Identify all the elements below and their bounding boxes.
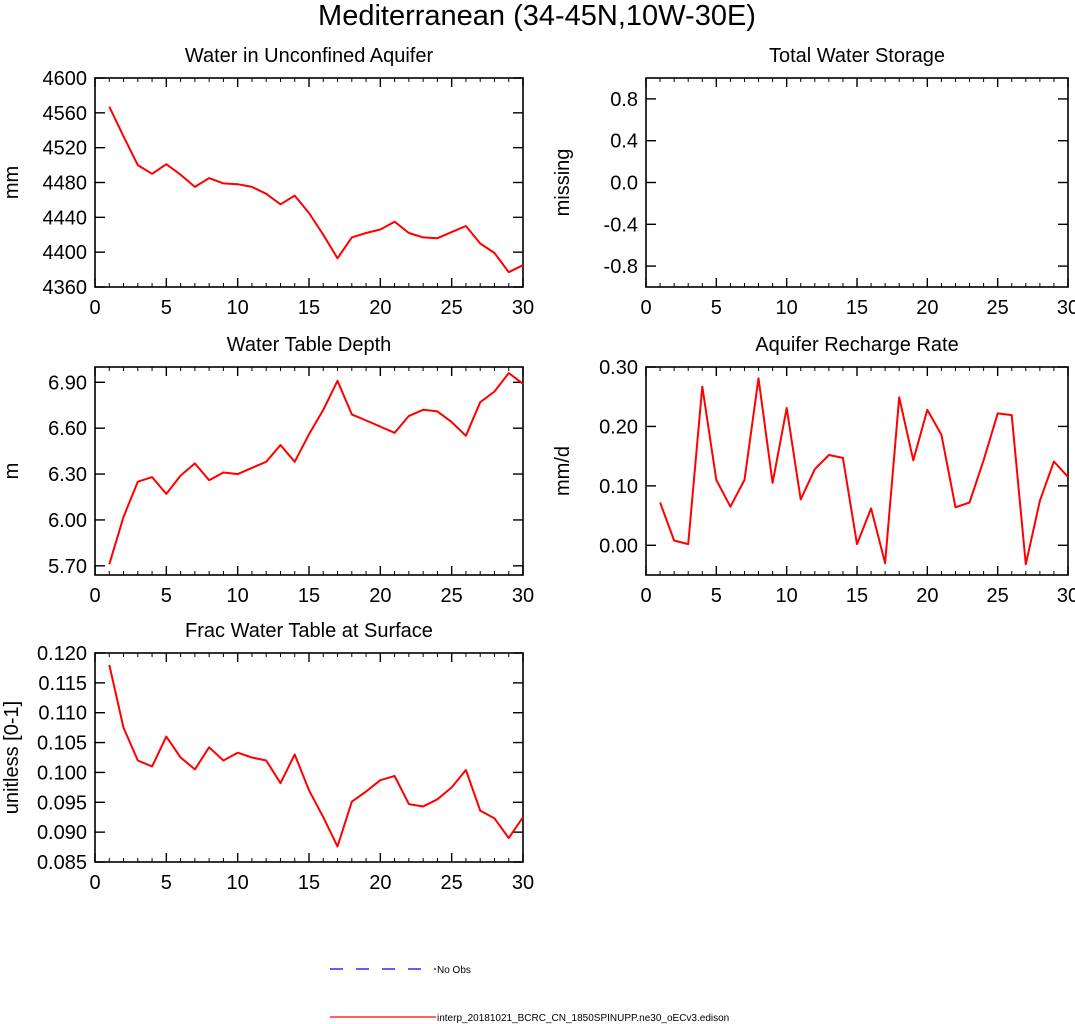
y-tick-label: 0.120 [37,643,87,665]
x-tick-label: 5 [711,585,722,607]
x-tick-label: 30 [512,585,534,607]
x-tick-label: 30 [1057,297,1075,319]
y-tick-label: 6.30 [48,464,87,486]
plot-frame [94,652,524,863]
series-line [109,665,523,847]
x-tick-label: 15 [846,297,868,319]
legend: No Obs interp_20181021_BCRC_CN_1850SPINU… [330,965,729,1024]
x-tick-label: 30 [512,297,534,319]
y-tick-label: 6.00 [48,510,87,532]
x-tick-label: 20 [369,297,391,319]
plot-frame [94,77,524,288]
x-tick-label: 15 [298,872,320,894]
y-tick-label: -0.8 [604,256,638,278]
x-tick-label: 25 [441,872,463,894]
x-tick-label: 10 [227,872,249,894]
y-tick-label: 0.00 [599,535,638,557]
x-tick-label: 10 [776,585,798,607]
x-tick-label: 20 [369,872,391,894]
y-tick-label: 4600 [43,68,88,90]
y-tick-label: 5.70 [48,556,87,578]
figure-title: Mediterranean (34-45N,10W-30E) [318,0,756,32]
y-tick-label: 0.30 [599,357,638,379]
x-tick-label: 10 [227,585,249,607]
series-line [109,373,523,564]
panel-unconfined: Water in Unconfined Aquifer mm 0 5 10 15 20 25 3… [1,45,534,319]
panel-title: Frac Water Table at Surface [185,620,433,642]
panel-wtd: Water Table Depth m 0 5 10 15 20 25 30 5.70 6.00 6.… [1,334,534,607]
y-axis-label: mm/d [552,446,574,496]
y-tick-label: 4560 [43,103,88,125]
y-tick-label: 0.0 [610,173,638,195]
y-tick-label: 4480 [43,173,88,195]
y-tick-label: 6.90 [48,372,87,394]
panel-title: Total Water Storage [769,45,945,67]
x-tick-label: 30 [512,872,534,894]
series-line [109,107,523,273]
x-tick-label: 5 [161,297,172,319]
x-tick-label: 15 [846,585,868,607]
x-tick-label: 20 [916,585,938,607]
plot-frame [94,366,524,576]
y-tick-label: 4360 [43,277,88,299]
y-axis-label: unitless [0-1] [1,701,23,814]
y-tick-label: 6.60 [48,418,87,440]
panel-title: Aquifer Recharge Rate [755,334,958,356]
x-tick-label: 30 [1057,585,1075,607]
y-tick-label: 0.10 [599,476,638,498]
y-axis-label: mm [1,166,23,199]
x-tick-label: 15 [298,585,320,607]
x-tick-label: 0 [640,585,651,607]
y-tick-label: 4400 [43,242,88,264]
x-tick-label: 0 [89,585,100,607]
panel-tws: Total Water Storage missing 0 5 10 15 20 25 30 -0… [552,45,1075,319]
y-tick-label: 0.090 [37,822,87,844]
x-tick-label: 15 [298,297,320,319]
x-tick-label: 25 [441,297,463,319]
plot-frame [645,77,1069,288]
panel-title: Water Table Depth [227,334,392,356]
y-tick-label: 0.4 [610,131,638,153]
x-tick-label: 10 [227,297,249,319]
x-tick-label: 25 [441,585,463,607]
y-tick-label: 0.095 [37,792,87,814]
y-tick-label: 0.105 [37,733,87,755]
panel-fracwt: Frac Water Table at Surface unitless [0-1… [1,620,534,894]
y-tick-label: 0.115 [38,673,87,695]
y-tick-label: 4440 [43,207,88,229]
x-tick-label: 0 [640,297,651,319]
y-tick-label: 0.100 [37,762,87,784]
panel-recharge: Aquifer Recharge Rate mm/d 0 5 10 15 20 25 30 0.0… [552,334,1075,607]
legend-obs-label: No Obs [437,965,471,976]
y-tick-label: 0.8 [610,89,638,111]
x-tick-label: 5 [711,297,722,319]
y-tick-label: -0.4 [604,214,638,236]
x-tick-label: 20 [916,297,938,319]
legend-model-label: interp_20181021_BCRC_CN_1850SPINUPP.ne30… [437,1013,729,1024]
x-tick-label: 10 [776,297,798,319]
y-axis-label: missing [552,149,574,217]
y-axis-label: m [1,463,23,480]
y-tick-label: 0.085 [37,852,87,874]
y-tick-label: 4520 [43,138,88,160]
x-tick-label: 0 [89,297,100,319]
y-tick-label: 0.110 [38,703,87,725]
x-tick-label: 25 [987,585,1009,607]
x-tick-label: 5 [161,585,172,607]
x-tick-label: 0 [89,872,100,894]
panel-title: Water in Unconfined Aquifer [185,45,434,67]
series-line [660,378,1068,564]
x-tick-label: 20 [369,585,391,607]
x-tick-label: 5 [161,872,172,894]
y-tick-label: 0.20 [599,416,638,438]
x-tick-label: 25 [987,297,1009,319]
